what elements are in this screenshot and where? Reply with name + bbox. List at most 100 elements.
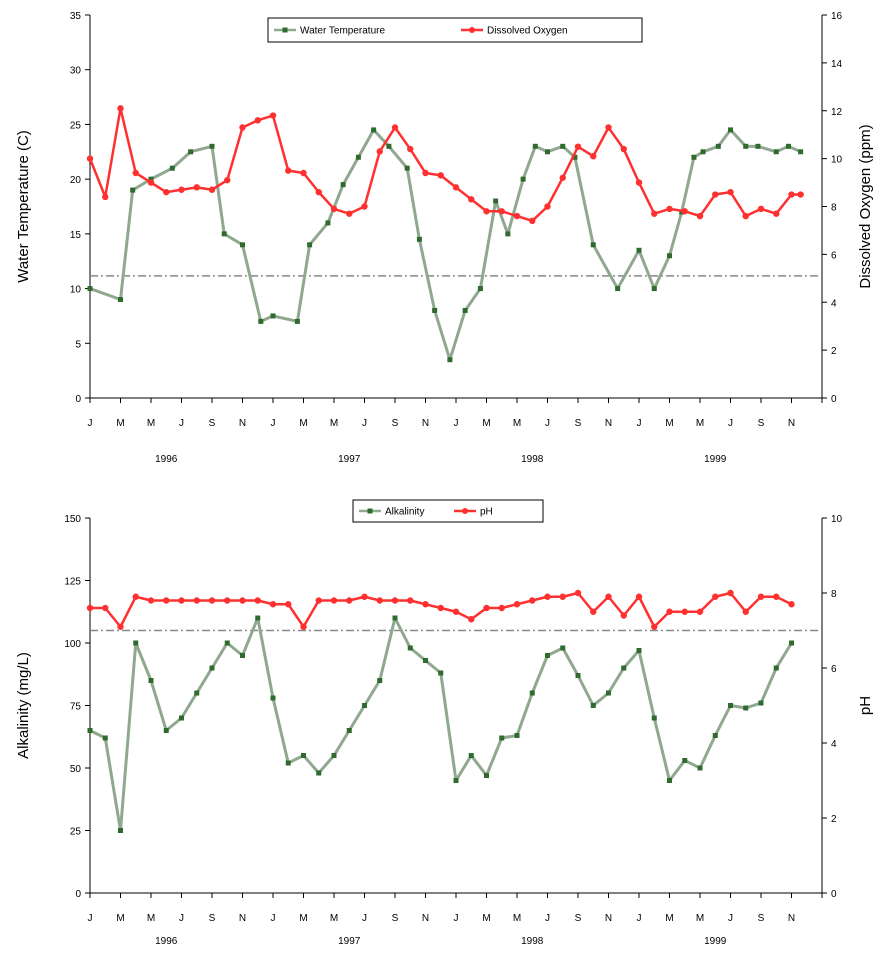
data-point [666, 608, 673, 615]
data-point [392, 615, 398, 621]
data-point [529, 690, 535, 696]
data-point [755, 143, 761, 149]
x-tick-label: J [179, 913, 184, 924]
data-point [169, 165, 175, 171]
data-point [224, 176, 231, 184]
data-point [712, 191, 719, 198]
data-point [621, 665, 627, 671]
data-point [712, 593, 719, 600]
data-point [453, 778, 459, 783]
x-tick-label: S [209, 913, 216, 924]
data-point [590, 703, 596, 708]
y2-tick-label: 16 [831, 11, 843, 22]
x-tick-label: J [88, 418, 93, 429]
x-tick-label: S [392, 913, 399, 924]
y2-tick-label: 10 [831, 514, 843, 525]
data-point [651, 715, 657, 721]
data-point [307, 242, 313, 248]
data-point [743, 143, 749, 149]
data-point [163, 188, 170, 196]
data-point [572, 154, 578, 160]
data-point [209, 665, 215, 671]
data-point [132, 169, 139, 177]
x-tick-label: S [575, 418, 582, 429]
y-tick-label: 20 [70, 175, 82, 186]
data-point [178, 597, 185, 604]
data-point [118, 297, 123, 303]
data-point [484, 773, 489, 778]
data-point [391, 124, 399, 131]
legend-swatch-marker [462, 508, 468, 514]
data-point [346, 597, 353, 604]
x-tick-label: S [392, 418, 399, 429]
data-point [462, 307, 468, 313]
data-point [346, 210, 353, 217]
y2-axis-title: Dissolved Oxygen (ppm) [857, 124, 874, 288]
data-point [270, 695, 276, 701]
y-tick-label: 100 [64, 639, 81, 650]
data-point [498, 208, 505, 215]
data-point [635, 179, 643, 186]
x-tick-label: M [513, 913, 521, 924]
y2-tick-label: 14 [831, 59, 843, 70]
x-tick-label: M [116, 418, 124, 429]
y2-tick-label: 8 [831, 203, 837, 214]
data-point [224, 597, 231, 604]
data-point [240, 653, 245, 658]
data-point [529, 597, 536, 604]
x-tick-label: S [209, 418, 216, 429]
x-tick-label: J [728, 418, 733, 429]
x-tick-label: N [788, 913, 795, 924]
data-point [513, 212, 521, 220]
x-tick-label: M [330, 913, 338, 924]
data-point [355, 154, 361, 160]
data-point [520, 176, 526, 182]
data-point [148, 678, 154, 683]
series-line-secondary [88, 107, 801, 223]
x-tick-label: M [482, 913, 490, 924]
data-point [493, 198, 499, 204]
data-point [437, 604, 444, 612]
data-point [294, 318, 300, 324]
data-point [605, 593, 612, 600]
data-point [438, 670, 444, 676]
data-point [499, 735, 505, 741]
y2-tick-label: 4 [831, 739, 837, 750]
x-tick-label: J [179, 418, 184, 429]
data-point [300, 623, 307, 630]
y-tick-label: 25 [70, 120, 82, 131]
y2-tick-label: 12 [831, 107, 843, 118]
x-tick-label: M [513, 418, 521, 429]
data-point [224, 640, 230, 646]
data-point [178, 186, 185, 193]
data-point [404, 165, 410, 171]
data-point [376, 148, 383, 155]
data-point [377, 678, 383, 683]
data-point [785, 143, 791, 149]
data-point [179, 715, 184, 721]
x-tick-label: J [454, 418, 459, 429]
y2-tick-label: 10 [831, 155, 843, 166]
data-point [193, 184, 200, 191]
data-point [208, 597, 216, 604]
x-tick-label: S [758, 913, 765, 924]
data-point [636, 648, 642, 653]
legend-swatch-marker [282, 27, 288, 33]
data-point [635, 593, 643, 600]
y-tick-label: 25 [70, 827, 82, 838]
legend-box [352, 499, 544, 523]
data-point [700, 149, 706, 155]
data-point [798, 149, 804, 155]
data-point [316, 770, 322, 776]
data-point [447, 357, 453, 363]
y2-tick-label: 2 [831, 814, 837, 825]
data-point [483, 604, 490, 612]
y-tick-label: 5 [75, 339, 81, 350]
y2-tick-label: 4 [831, 298, 837, 309]
data-point [340, 182, 346, 188]
data-point [147, 179, 155, 186]
data-point [371, 127, 377, 133]
y2-axis-title: pH [857, 696, 874, 715]
x-tick-label: J [362, 913, 367, 924]
